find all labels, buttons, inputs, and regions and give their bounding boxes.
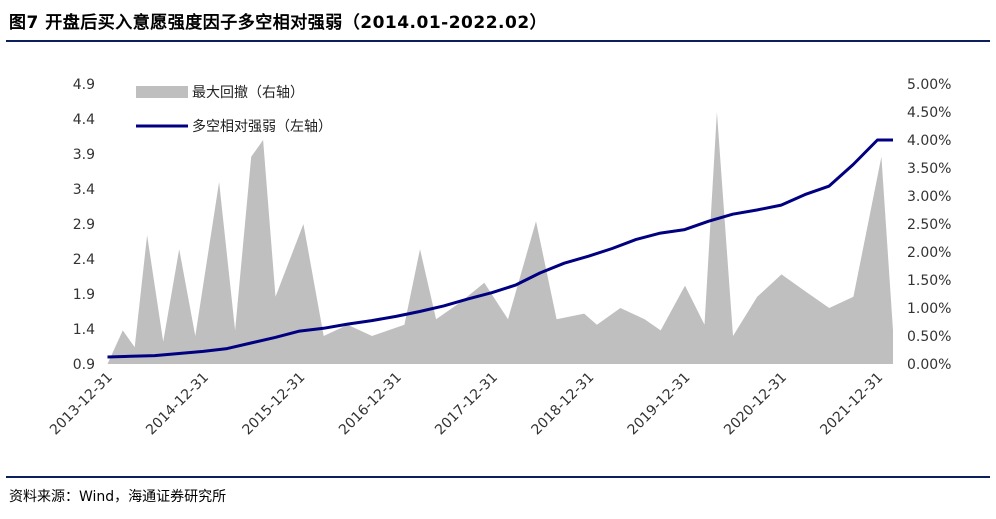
left-tick-label: 0.9 — [73, 357, 95, 373]
x-tick-label: 2014-12-31 — [143, 370, 212, 439]
legend-label-strength: 多空相对强弱（左轴） — [192, 118, 332, 135]
left-tick-label: 1.9 — [73, 287, 95, 303]
drawdown-area-layer — [107, 112, 893, 364]
right-tick-label: 1.00% — [907, 301, 951, 317]
legend: 最大回撤（右轴） 多空相对强弱（左轴） — [136, 85, 332, 135]
left-tick-label: 2.9 — [73, 217, 95, 233]
x-axis: 2013-12-31 2014-12-31 2015-12-31 2016-12-31… — [47, 370, 886, 439]
title-rule — [6, 40, 990, 42]
figure-title: 图7 开盘后买入意愿强度因子多空相对强弱（2014.01-2022.02） — [9, 13, 548, 33]
strength-line-layer — [107, 138, 893, 359]
right-tick-label: 5.00% — [907, 77, 951, 93]
left-tick-label: 1.4 — [73, 322, 95, 338]
x-tick-label: 2020-12-31 — [721, 370, 790, 439]
legend-label-drawdown: 最大回撤（右轴） — [192, 85, 304, 101]
strength-line — [107, 138, 893, 359]
left-tick-label: 3.9 — [73, 147, 95, 163]
x-tick-label: 2016-12-31 — [336, 370, 405, 439]
left-tick-label: 2.4 — [73, 252, 95, 268]
right-tick-label: 3.50% — [907, 161, 951, 177]
x-tick-label: 2019-12-31 — [625, 370, 694, 439]
right-tick-label: 1.50% — [907, 273, 951, 289]
right-tick-label: 0.50% — [907, 329, 951, 345]
left-tick-label: 4.9 — [73, 77, 95, 93]
x-tick-label: 2018-12-31 — [528, 370, 597, 439]
drawdown-area — [107, 112, 893, 364]
left-tick-label: 3.4 — [73, 182, 95, 198]
footer-rule — [6, 476, 990, 478]
right-tick-label: 3.00% — [907, 189, 951, 205]
source-note: 资料来源：Wind，海通证券研究所 — [9, 489, 227, 505]
right-tick-label: 2.00% — [907, 245, 951, 261]
right-tick-label: 4.50% — [907, 105, 951, 121]
legend-swatch-drawdown — [136, 86, 188, 98]
x-tick-label: 2021-12-31 — [817, 370, 886, 439]
chart: 0.9 1.4 1.9 2.4 2.9 3.4 3.9 4.4 4.9 0.00% 0.50% 1.… — [47, 77, 952, 439]
left-tick-label: 4.4 — [73, 112, 95, 128]
right-axis: 0.00% 0.50% 1.00% 1.50% 2.00% 2.50% 3.00% 3.50%… — [907, 77, 951, 373]
x-tick-label: 2017-12-31 — [432, 370, 501, 439]
left-axis: 0.9 1.4 1.9 2.4 2.9 3.4 3.9 4.4 4.9 — [73, 77, 95, 373]
right-tick-label: 2.50% — [907, 217, 951, 233]
x-tick-label: 2013-12-31 — [47, 370, 116, 439]
x-tick-label: 2015-12-31 — [239, 370, 308, 439]
right-tick-label: 0.00% — [907, 357, 951, 373]
right-tick-label: 4.00% — [907, 133, 951, 149]
